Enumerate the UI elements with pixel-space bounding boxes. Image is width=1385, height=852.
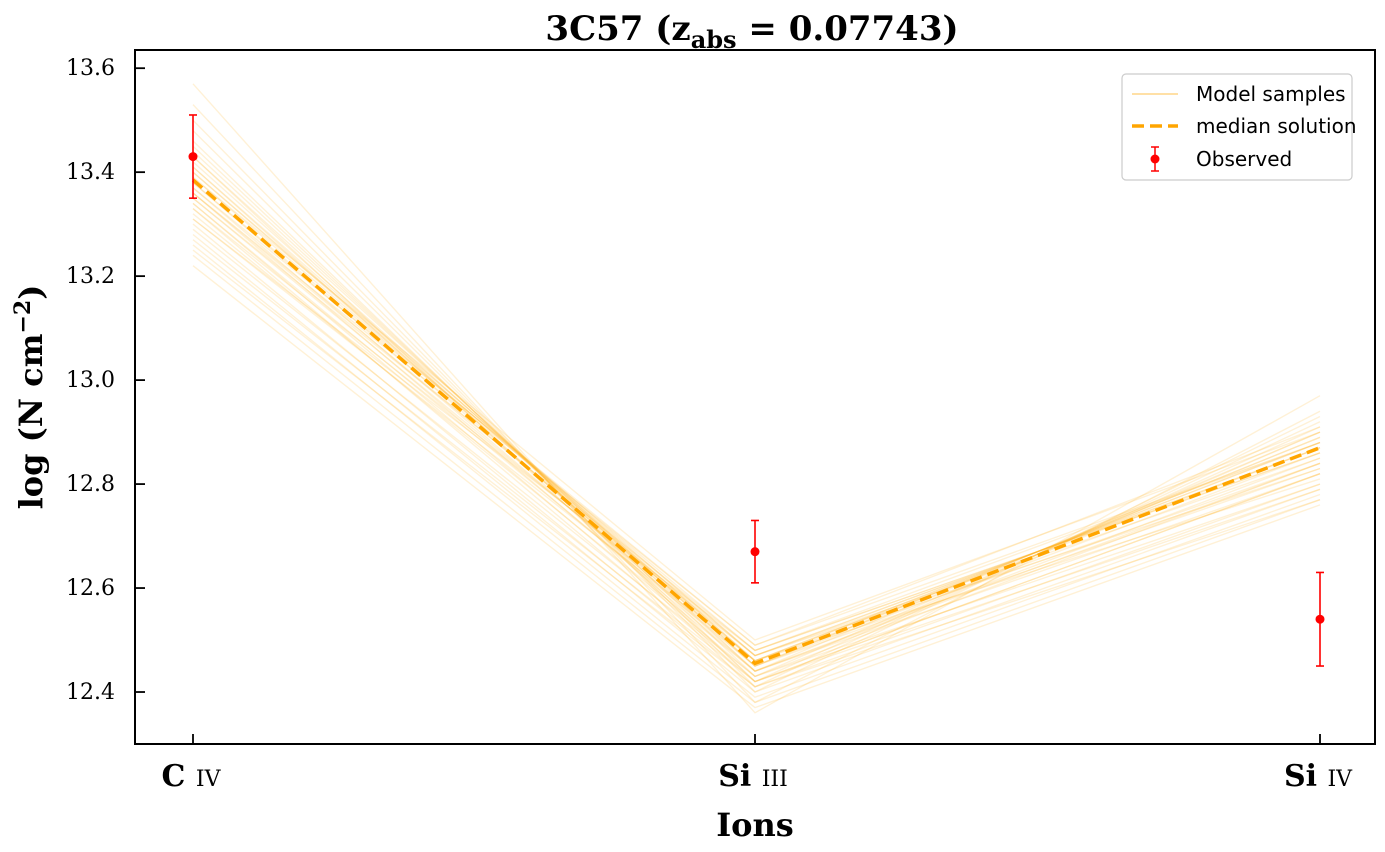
model-sample-line-3 <box>192 119 1321 693</box>
observed-point-3 <box>1315 571 1325 667</box>
observed-points <box>188 114 1325 667</box>
model-sample-line-25 <box>192 208 1321 683</box>
model-sample-line-4 <box>192 130 1321 688</box>
model-sample-line-10 <box>192 166 1321 662</box>
observed-point-1 <box>188 114 198 199</box>
x-tick-label-1: C IV <box>162 759 222 794</box>
model-sample-line-27 <box>192 218 1321 662</box>
x-axis-label: Ions <box>716 806 794 844</box>
model-sample-line-15 <box>192 182 1321 652</box>
x-tick-label-3: Si IV <box>1284 759 1353 794</box>
legend: Model samples median solution Observed <box>1121 73 1357 181</box>
model-sample-line-8 <box>192 156 1321 667</box>
observed-marker-3 <box>1315 614 1325 624</box>
model-sample-line-17 <box>192 187 1321 646</box>
y-tick-label-7: 13.6 <box>66 56 115 81</box>
observed-marker-1 <box>188 152 198 162</box>
median-solution <box>191 178 1321 666</box>
y-tick-label-1: 12.4 <box>66 680 115 705</box>
model-sample-line-11 <box>192 171 1321 662</box>
model-sample-line-24 <box>192 208 1321 657</box>
model-sample-line-14 <box>192 182 1321 662</box>
model-sample-line-20 <box>192 197 1321 662</box>
model-sample-line-35 <box>192 265 1321 709</box>
model-sample-line-23 <box>192 202 1321 667</box>
model-sample-line-29 <box>192 228 1321 678</box>
legend-swatch-observed <box>1150 146 1160 172</box>
model-sample-line-26 <box>192 213 1321 672</box>
y-tick-label-5: 13.2 <box>66 264 115 289</box>
model-sample-line-13 <box>192 176 1321 657</box>
model-sample-line-39 <box>192 156 1321 683</box>
model-sample-line-6 <box>192 145 1321 678</box>
model-sample-line-32 <box>192 244 1321 698</box>
y-axis-label: log (N cm−2) <box>10 285 50 510</box>
y-axis: 12.4 12.6 12.8 13.0 13.2 13.4 13.6 <box>66 56 145 705</box>
legend-label-median-solution: median solution <box>1196 114 1357 138</box>
model-sample-line-38 <box>192 192 1321 646</box>
observed-marker-2 <box>750 547 760 557</box>
model-sample-line-1 <box>192 83 1321 714</box>
x-tick-label-2: Si III <box>718 759 788 794</box>
model-sample-line-7 <box>192 150 1321 673</box>
model-samples <box>192 83 1321 714</box>
model-sample-line-40 <box>192 218 1321 652</box>
y-tick-label-2: 12.6 <box>66 576 115 601</box>
model-sample-line-19 <box>192 192 1321 673</box>
model-sample-line-9 <box>192 161 1321 667</box>
model-sample-line-31 <box>192 239 1321 683</box>
observed-point-2 <box>750 519 760 584</box>
model-sample-line-33 <box>192 249 1321 688</box>
model-sample-line-22 <box>192 202 1321 678</box>
y-tick-label-3: 12.8 <box>66 472 115 497</box>
model-sample-line-16 <box>192 187 1321 667</box>
model-sample-line-12 <box>192 171 1321 657</box>
y-tick-label-4: 13.0 <box>66 368 115 393</box>
model-sample-line-34 <box>192 254 1321 704</box>
model-sample-line-18 <box>192 192 1321 657</box>
y-tick-label-6: 13.4 <box>66 160 115 185</box>
legend-label-model-samples: Model samples <box>1196 82 1346 106</box>
model-sample-line-37 <box>192 166 1321 673</box>
model-sample-line-5 <box>192 140 1321 683</box>
legend-label-observed: Observed <box>1196 147 1292 171</box>
model-sample-line-30 <box>192 233 1321 693</box>
legend-box <box>1121 73 1353 181</box>
model-sample-line-28 <box>192 223 1321 688</box>
median-solution-line <box>191 178 1321 666</box>
model-sample-line-2 <box>192 104 1321 704</box>
chart-title: 3C57 (zabs = 0.07743) <box>545 9 958 54</box>
model-sample-line-36 <box>192 176 1321 641</box>
x-axis: C IV Si III Si IV <box>162 734 1353 794</box>
